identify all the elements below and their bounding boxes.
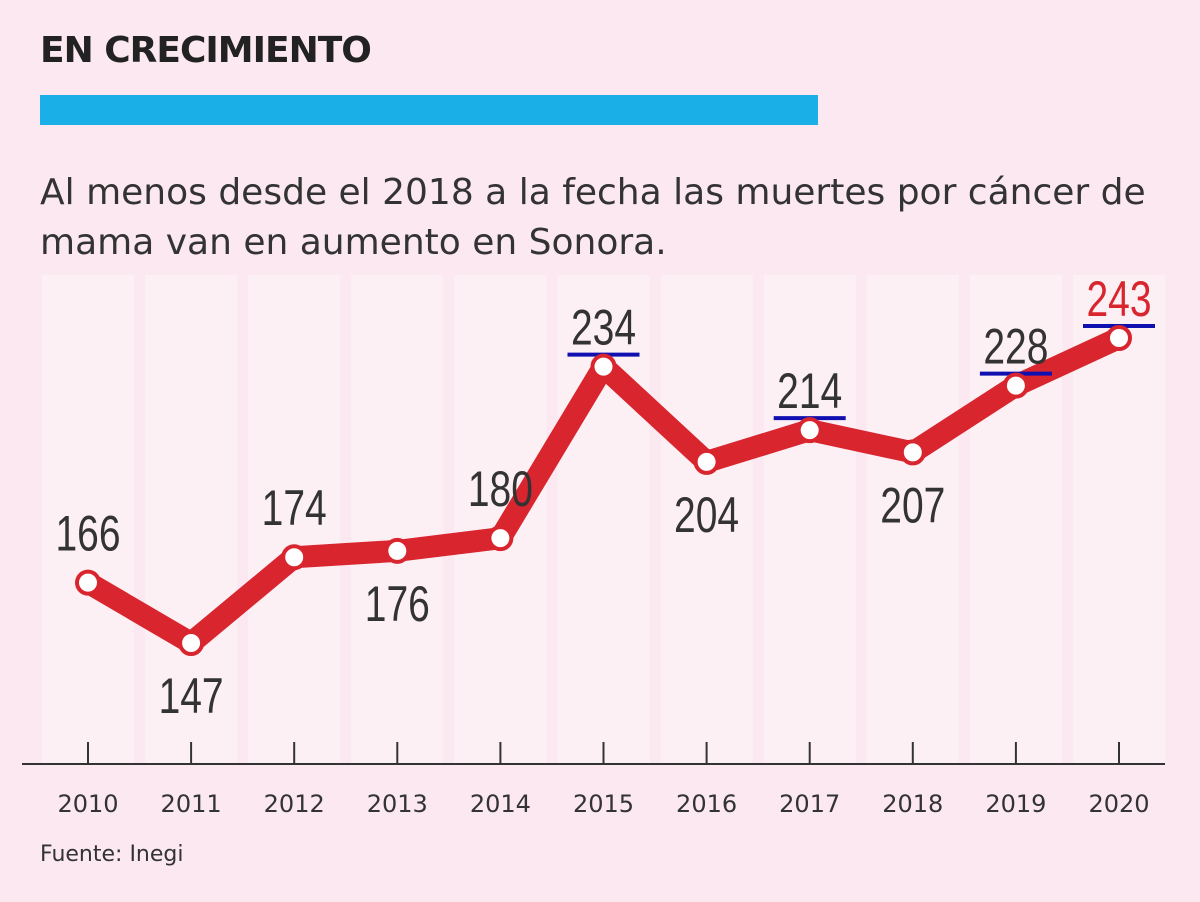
column-band: [866, 275, 959, 764]
column-band: [42, 275, 134, 764]
data-point: [178, 630, 205, 656]
data-label: 176: [365, 575, 430, 632]
data-point: [1106, 325, 1132, 351]
data-label: 174: [262, 479, 327, 536]
data-point: [1002, 372, 1029, 399]
x-tick-label: 2014: [470, 790, 531, 818]
data-labels: 166 147 174 176 180 234 204 214 207 228 243: [55, 270, 1151, 724]
x-tick-label: 2010: [57, 790, 118, 818]
x-tick-label: 2015: [573, 790, 634, 818]
column-band: [969, 275, 1062, 764]
data-point: [693, 448, 720, 475]
data-label: 207: [880, 477, 945, 534]
chart-subtitle: Al menos desde el 2018 a la fecha las mu…: [40, 172, 1146, 263]
column-band: [145, 275, 238, 764]
data-label: 166: [55, 505, 120, 562]
data-point: [899, 439, 926, 466]
x-tick-label: 2019: [985, 790, 1046, 818]
column-band: [351, 275, 444, 764]
data-label: 243: [1086, 270, 1151, 327]
data-point: [590, 353, 617, 380]
x-tick-label: 2016: [676, 790, 737, 818]
x-tick-label: 2013: [367, 790, 428, 818]
column-backgrounds: [42, 275, 1165, 764]
accent-bar: [40, 95, 818, 125]
x-tick-label: 2018: [882, 790, 943, 818]
data-point: [487, 525, 514, 552]
source-note: Fuente: Inegi: [40, 842, 184, 867]
data-label: 228: [983, 318, 1048, 375]
x-tick-label: 2020: [1088, 790, 1149, 818]
data-label: 180: [468, 460, 533, 517]
x-axis-ticks: 2010 2011 2012 2013 2014 2015 2016 2017 2018 2019…: [57, 742, 1150, 818]
x-tick-label: 2011: [161, 790, 222, 818]
data-points: [75, 324, 1155, 656]
data-label: 147: [159, 667, 224, 724]
x-tick-label: 2017: [779, 790, 840, 818]
data-point: [384, 537, 411, 564]
data-point: [281, 544, 308, 571]
data-label: 234: [571, 299, 636, 356]
column-band: [763, 275, 856, 764]
data-label: 204: [674, 486, 739, 543]
column-band: [660, 275, 753, 764]
chart-title: EN CRECIMIENTO: [40, 30, 372, 71]
column-band: [248, 275, 341, 764]
data-point: [796, 417, 823, 444]
x-tick-label: 2012: [264, 790, 325, 818]
data-label: 214: [777, 362, 842, 419]
data-point: [75, 569, 101, 596]
